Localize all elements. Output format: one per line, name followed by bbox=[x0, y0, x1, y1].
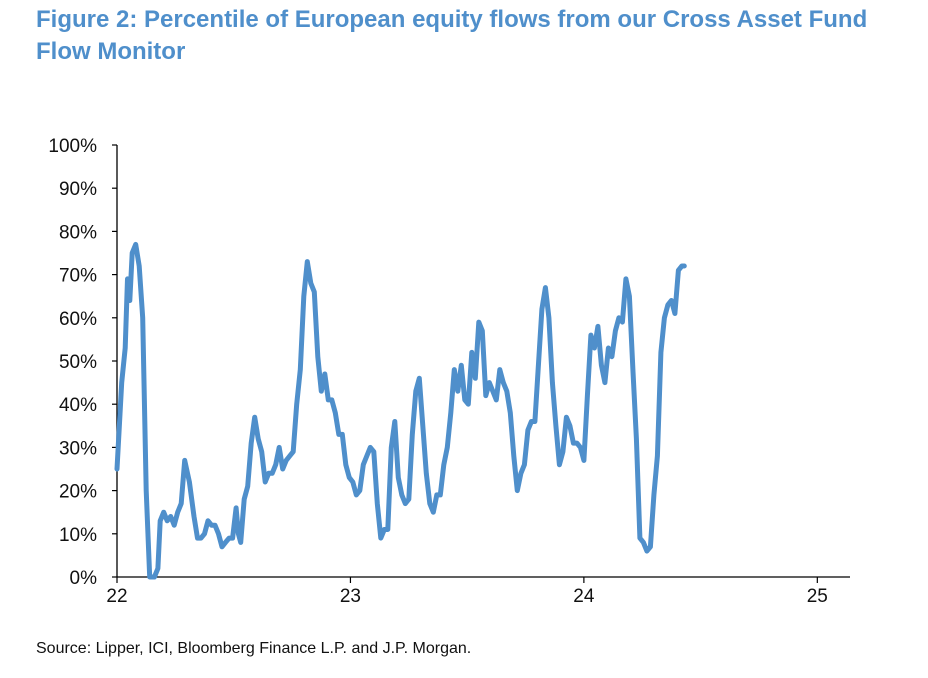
y-tick-label: 100% bbox=[48, 136, 97, 157]
y-tick-label: 0% bbox=[70, 568, 98, 589]
y-tick-label: 50% bbox=[59, 352, 97, 373]
y-tick-label: 20% bbox=[59, 482, 97, 503]
source-note: Source: Lipper, ICI, Bloomberg Finance L… bbox=[36, 640, 472, 657]
y-tick-label: 10% bbox=[59, 525, 97, 546]
y-tick-label: 80% bbox=[59, 222, 97, 243]
y-axis-ticks: 0% 10% 20% 30% 40% 50% 60% 70% 80% 90% 100% bbox=[48, 136, 117, 589]
series-group bbox=[114, 241, 687, 580]
y-tick-label: 60% bbox=[59, 309, 97, 330]
y-tick-label: 70% bbox=[59, 266, 97, 287]
chart-title: Figure 2: Percentile of European equity … bbox=[36, 6, 868, 65]
x-tick-label: 23 bbox=[340, 586, 361, 607]
x-tick-label: 24 bbox=[573, 586, 595, 607]
y-tick-label: 90% bbox=[59, 179, 97, 200]
series-line bbox=[114, 241, 687, 580]
x-axis-ticks: 22 23 24 25 bbox=[106, 577, 828, 607]
y-tick-label: 40% bbox=[59, 395, 97, 416]
x-tick-label: 22 bbox=[106, 586, 127, 607]
y-tick-label: 30% bbox=[59, 438, 97, 459]
x-tick-label: 25 bbox=[807, 586, 828, 607]
